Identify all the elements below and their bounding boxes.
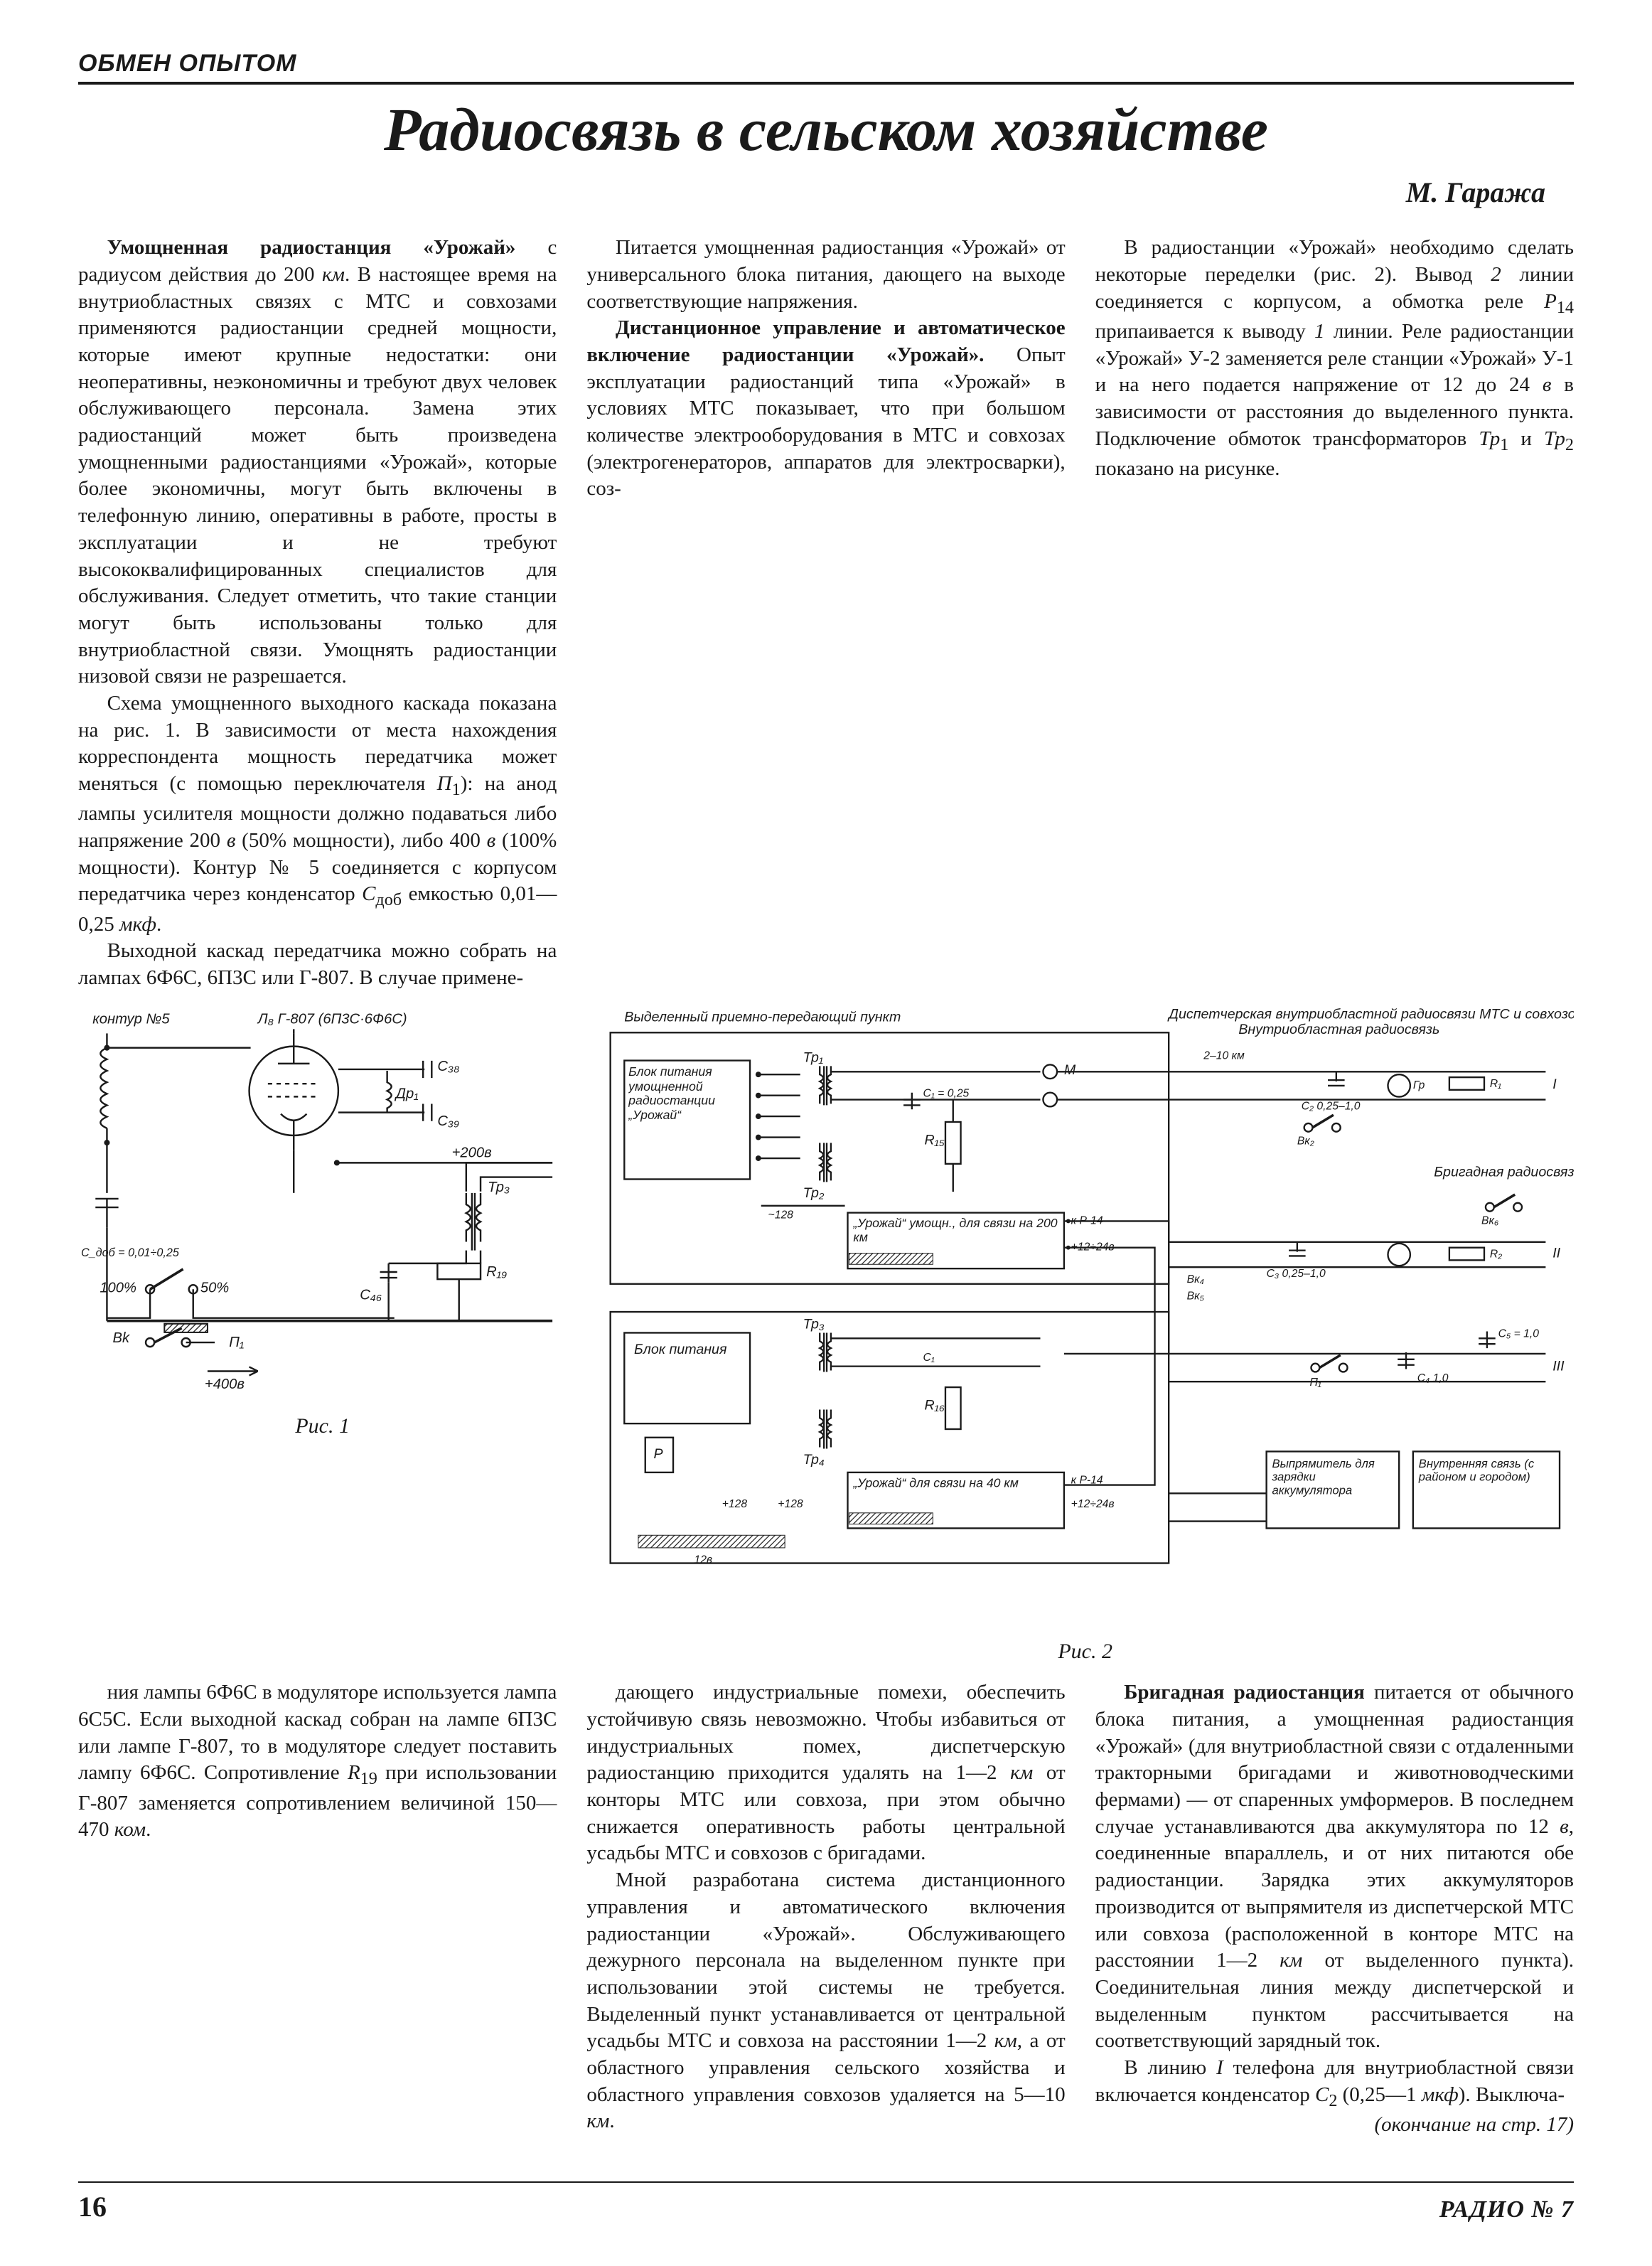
fig1-label-tr3: Тр₃ xyxy=(488,1179,510,1195)
article-title: Радиосвязь в сельском хозяйстве xyxy=(78,97,1574,161)
fig2-r16: R₁₆ xyxy=(925,1397,945,1413)
fig2-c4a: C₁ xyxy=(923,1351,935,1363)
journal-id: РАДИО № 7 xyxy=(1439,2196,1574,2223)
fig2-p1: П₁ xyxy=(1310,1377,1321,1389)
fig2-tr3: Тр₃ xyxy=(803,1316,825,1332)
fig2-c3: C₃ 0,25–1,0 xyxy=(1267,1268,1326,1280)
fig1-label-kontur: контур №5 xyxy=(92,1011,170,1027)
fig2-intcom: Внутренняя связь (с районом и городом) xyxy=(1419,1457,1554,1483)
fig2-c1: C₁ = 0,25 xyxy=(923,1087,970,1099)
fig2-bk4: Вк₄ xyxy=(1187,1273,1204,1285)
fig2-tr1: Тр₁ xyxy=(803,1049,823,1065)
fig2-128: ~128 xyxy=(768,1209,794,1221)
section-label: ОБМЕН ОПЫТОМ xyxy=(78,50,1574,85)
fig2-128a: +128 xyxy=(722,1498,748,1510)
fig2-M: М xyxy=(1064,1062,1076,1078)
column-3-bot: Бригадная радиостанция питается от обычн… xyxy=(1095,1679,1574,2138)
fig2-gr: Гр xyxy=(1413,1079,1425,1091)
fig2-r15: R₁₅ xyxy=(925,1132,945,1148)
fig2-bk6: Вк₆ xyxy=(1481,1214,1499,1226)
fig2-128b: +128 xyxy=(778,1498,804,1510)
fig1-label-dr1: Др₁ xyxy=(395,1086,419,1101)
fig1-label-p1: П₁ xyxy=(229,1335,244,1350)
fig2-2-10: 2–10 км xyxy=(1203,1049,1245,1062)
page-number: 16 xyxy=(78,2190,107,2223)
column-1-top: Умощненная радиостанция «Урожай» с радиу… xyxy=(78,235,557,991)
column-1-bot: ния лампы 6Ф6С в модуляторе используется… xyxy=(78,1679,557,2138)
fig2-l2: II xyxy=(1553,1245,1561,1261)
fig2-ur40: „Урожай“ для связи на 40 км xyxy=(854,1476,1059,1490)
fig2-title-left: Выделенный приемно-передающий пункт xyxy=(625,1009,901,1025)
fig2-tr2: Тр₂ xyxy=(803,1185,825,1201)
fig1-label-c38: C₃₈ xyxy=(437,1059,459,1074)
fig1-label-cdob: C_доб = 0,01÷0,25 xyxy=(81,1246,180,1258)
fig1-label-pct50: 50% xyxy=(200,1280,229,1295)
fig2-title-r1: Диспетчерская внутриобластной радиосвязи… xyxy=(1167,1006,1574,1022)
fig1-label-bk: Bk xyxy=(113,1330,130,1346)
fig2-12b: 12в xyxy=(694,1554,713,1566)
fig2-c2: C₂ 0,25–1,0 xyxy=(1302,1100,1361,1112)
fig1-label-tube: Л₈ Г-807 (6П3С·6Ф6С) xyxy=(257,1011,407,1027)
fig2-l1: I xyxy=(1553,1076,1557,1091)
figure-1-caption: Рис. 1 xyxy=(78,1414,567,1438)
figure-2: Выделенный приемно-передающий пункт Дисп… xyxy=(596,1005,1574,1633)
fig2-c4: C₄ 1,0 xyxy=(1417,1372,1449,1384)
fig2-um: „Урожай“ умощн., для связи на 200 км xyxy=(854,1217,1059,1244)
fig2-psu1: Блок питания умощненной радиостанции „Ур… xyxy=(629,1064,746,1122)
fig2-p: Р xyxy=(654,1446,663,1462)
fig2-l3: III xyxy=(1553,1358,1565,1374)
fig2-r2: R₂ xyxy=(1490,1248,1502,1260)
column-2-top: Питается умощненная радиостанция «Урожай… xyxy=(586,235,1065,991)
fig1-label-c46: C₄₆ xyxy=(360,1287,382,1303)
fig2-brig: Бригадная радиосвязь xyxy=(1434,1164,1574,1180)
byline: М. Гаража xyxy=(78,176,1545,209)
fig1-label-r19: R₁₉ xyxy=(486,1264,507,1280)
column-3-top: В радиостанции «Урожай» необходимо сдела… xyxy=(1095,235,1574,991)
fig2-title-r2: Внутриобластная радиосвязь xyxy=(1239,1022,1440,1037)
column-2-bot: дающего индустриальные помехи, обеспечит… xyxy=(586,1679,1065,2138)
fig2-tr4: Тр₄ xyxy=(803,1452,825,1468)
fig1-label-c39: C₃₉ xyxy=(437,1113,459,1128)
fig1-label-pct100: 100% xyxy=(100,1280,136,1295)
fig2-rect: Выпрямитель для зарядки аккумулятора xyxy=(1272,1457,1394,1497)
fig1-label-p400: +400в xyxy=(205,1376,245,1391)
fig2-bk2: Вк₂ xyxy=(1297,1135,1314,1147)
fig1-label-p200: +200в xyxy=(452,1145,492,1160)
figure-1: контур №5 Л₈ Г-807 (6П3С·6Ф6С) C_доб = 0… xyxy=(78,1005,567,1407)
figure-2-caption: Рис. 2 xyxy=(596,1640,1574,1664)
fig2-bk5: Вк₅ xyxy=(1187,1290,1205,1302)
fig2-12-24b: +12÷24в xyxy=(1071,1498,1115,1510)
fig2-r1: R₁ xyxy=(1490,1077,1501,1089)
fig2-psu2: Блок питания xyxy=(634,1342,727,1357)
fig2-c5: C₅ = 1,0 xyxy=(1498,1327,1540,1340)
